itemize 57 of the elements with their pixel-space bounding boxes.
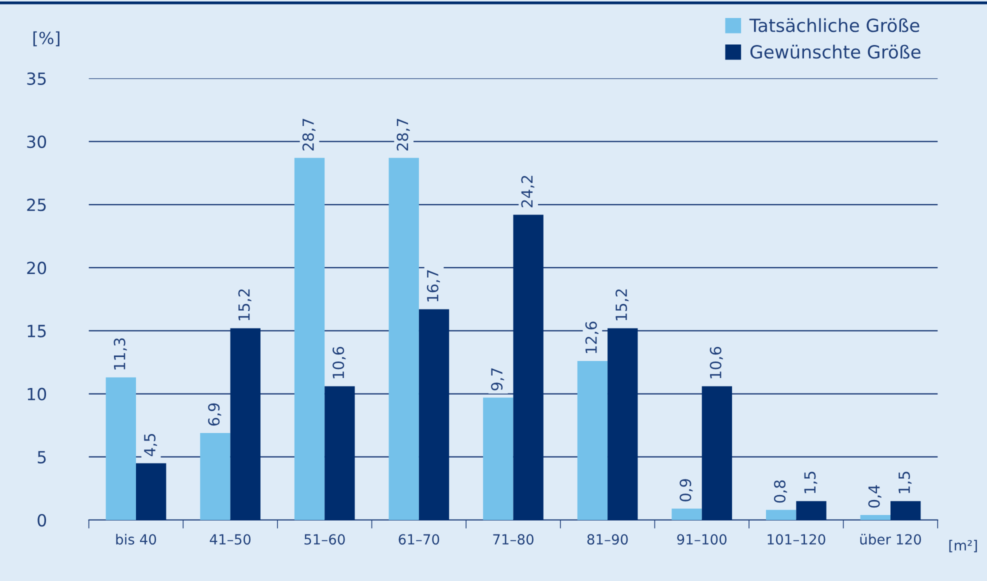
x-tick-label: 101–120 xyxy=(768,534,826,545)
data-label: 10,6 xyxy=(332,346,346,378)
x-tick-label: 41–50 xyxy=(210,534,251,545)
bar xyxy=(418,309,450,520)
data-label: 9,7 xyxy=(491,368,504,390)
bar xyxy=(796,501,826,520)
y-tick-label: 20 xyxy=(27,262,46,274)
bar xyxy=(766,510,796,520)
data-label: 4,5 xyxy=(144,434,158,456)
data-label: 1,5 xyxy=(804,472,818,494)
bar xyxy=(324,386,355,520)
x-tick-label: bis 40 xyxy=(116,534,156,545)
legend-label: Tatsächliche Größe xyxy=(749,18,920,32)
x-tick-label: 81–90 xyxy=(587,534,628,545)
x-tick-label: über 120 xyxy=(860,534,921,545)
data-label: 12,6 xyxy=(585,322,598,354)
data-label: 24,2 xyxy=(521,176,534,208)
y-tick-label: 25 xyxy=(27,198,46,212)
bar xyxy=(860,514,890,520)
bar xyxy=(230,328,260,520)
data-label: 16,7 xyxy=(426,270,440,302)
y-tick-label: 15 xyxy=(28,324,46,338)
data-label: 1,5 xyxy=(898,472,912,494)
bar xyxy=(577,361,608,520)
bar xyxy=(513,214,544,520)
x-tick-label: 71–80 xyxy=(493,534,534,545)
data-label: 0,8 xyxy=(774,480,788,503)
data-label: 10,6 xyxy=(710,346,723,378)
legend-label: Gewünschte Größe xyxy=(750,44,920,59)
data-label: 6,9 xyxy=(208,403,222,426)
data-label: 15,2 xyxy=(238,289,252,320)
data-label: 0,4 xyxy=(868,485,882,508)
y-tick-label: 35 xyxy=(27,72,46,86)
y-tick-label: 10 xyxy=(28,388,46,400)
bar xyxy=(483,398,514,520)
data-label: 11,3 xyxy=(114,338,127,370)
x-axis-title: [m²] xyxy=(949,540,977,552)
data-label: 15,2 xyxy=(616,289,629,320)
data-label: 28,7 xyxy=(302,118,316,150)
bar xyxy=(106,377,136,520)
bar xyxy=(200,432,230,520)
data-label: 0,9 xyxy=(680,479,693,502)
bar xyxy=(702,386,732,520)
data-label: 28,7 xyxy=(396,118,410,150)
bar xyxy=(890,501,921,520)
y-tick-label: 30 xyxy=(27,135,46,148)
y-axis-title: [%] xyxy=(33,31,60,46)
bar xyxy=(294,158,325,520)
bar xyxy=(388,158,419,520)
x-tick-label: 51–60 xyxy=(304,534,345,545)
y-tick-label: 0 xyxy=(38,514,46,527)
x-tick-label: 61–70 xyxy=(398,534,440,545)
bar xyxy=(672,508,702,520)
bar xyxy=(136,463,166,520)
x-tick-label: 91–100 xyxy=(677,534,727,545)
bar xyxy=(608,328,638,520)
y-tick-label: 5 xyxy=(38,451,46,464)
